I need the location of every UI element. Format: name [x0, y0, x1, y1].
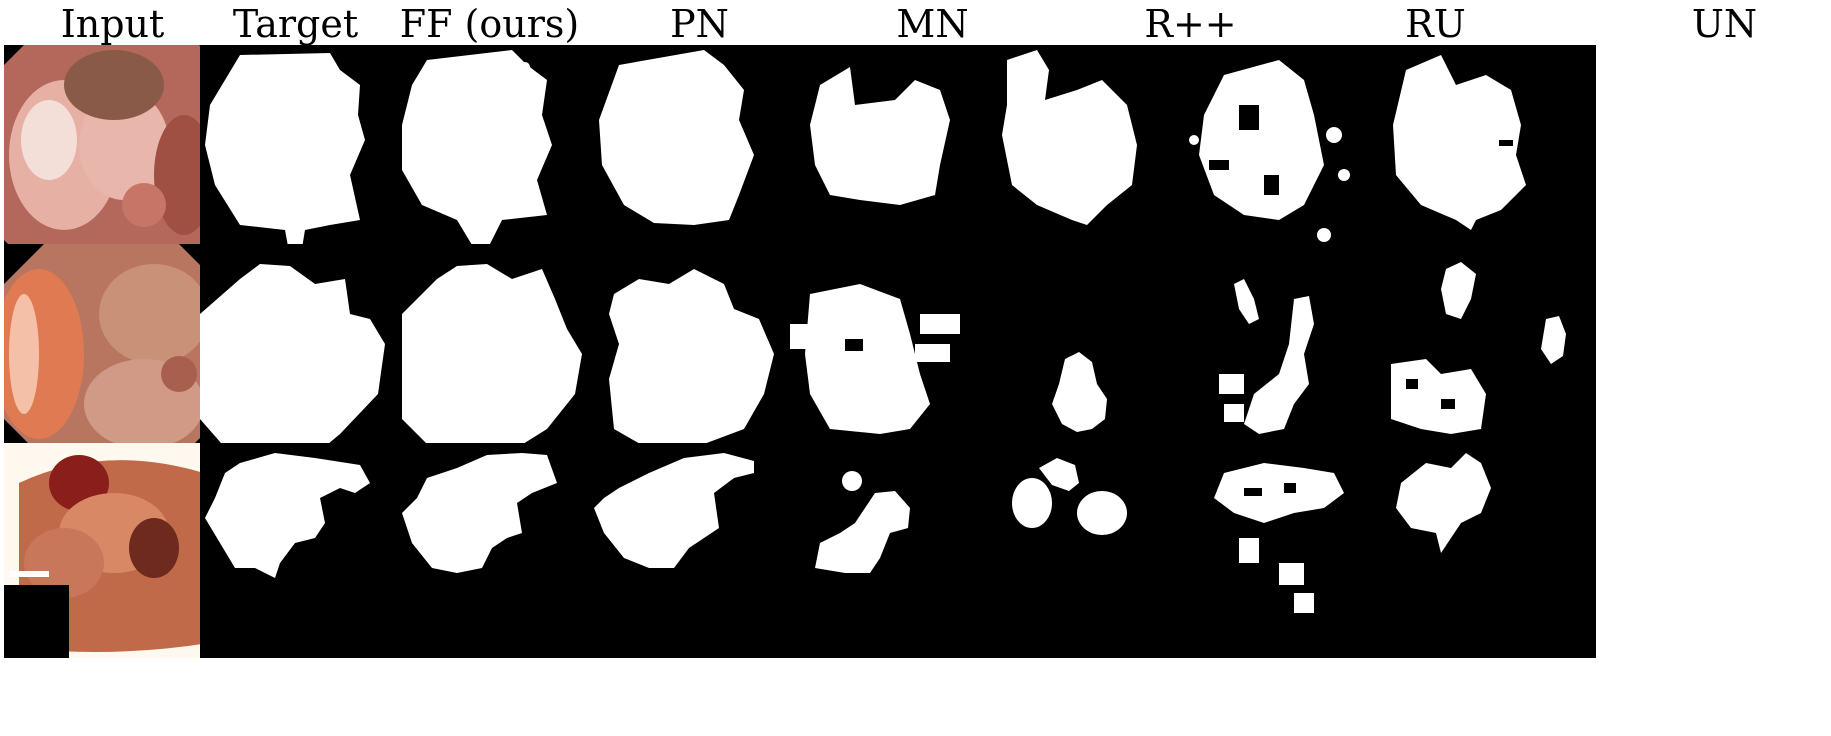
- input-image-row-3: [4, 443, 219, 658]
- ff-mask-row-1: [397, 45, 612, 260]
- mn-mask-row-2: [790, 244, 1005, 459]
- un-mask-row-1: [1381, 45, 1596, 260]
- pn-mask-row-3: [594, 443, 809, 658]
- column-header-ru: RU: [1328, 2, 1543, 46]
- ru-mask-row-2: [1184, 244, 1399, 459]
- column-header-target: Target: [188, 2, 403, 46]
- column-header-mn: MN: [825, 2, 1040, 46]
- target-mask-row-3: [200, 443, 415, 658]
- un-mask-row-3: [1381, 443, 1596, 658]
- ru-mask-row-1: [1184, 45, 1399, 260]
- ff-mask-row-2: [397, 244, 612, 459]
- target-mask-row-1: [200, 45, 415, 260]
- target-mask-row-2: [200, 244, 415, 459]
- column-header-pn: PN: [592, 2, 807, 46]
- ff-mask-row-3: [397, 443, 612, 658]
- column-header-rpp: R++: [1083, 2, 1298, 46]
- pn-mask-row-1: [594, 45, 809, 260]
- rpp-mask-row-2: [987, 244, 1202, 459]
- column-header-un: UN: [1617, 2, 1831, 46]
- input-image-row-2: [4, 244, 219, 459]
- rpp-mask-row-3: [987, 443, 1202, 658]
- mn-mask-row-3: [790, 443, 1005, 658]
- rpp-mask-row-1: [987, 45, 1202, 260]
- mn-mask-row-1: [790, 45, 1005, 260]
- ru-mask-row-3: [1184, 443, 1399, 658]
- pn-mask-row-2: [594, 244, 809, 459]
- column-header-ff: FF (ours): [382, 2, 597, 46]
- un-mask-row-2: [1381, 244, 1596, 459]
- input-image-row-1: [4, 45, 219, 260]
